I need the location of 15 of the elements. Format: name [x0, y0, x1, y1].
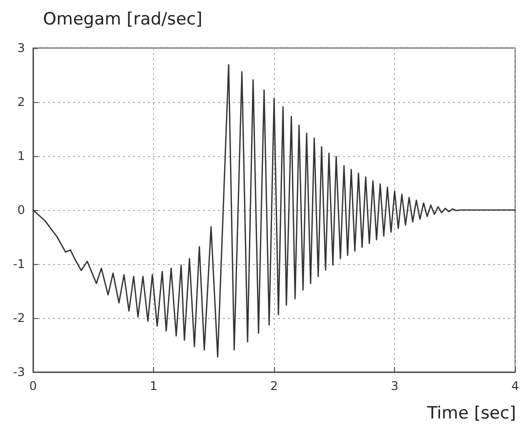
y-tick-label: 3 [17, 41, 25, 55]
y-tick-label: 0 [17, 203, 25, 217]
y-tick-label: -2 [13, 311, 25, 325]
x-tick-label: 4 [511, 379, 520, 393]
y-tick-label: -3 [13, 365, 25, 379]
chart-title: Omegam [rad/sec] [43, 10, 202, 30]
y-tick-label: 1 [17, 149, 25, 163]
x-tick-label: 2 [270, 379, 278, 393]
x-axis-title: Time [sec] [426, 404, 516, 424]
x-tick-label: 1 [150, 379, 158, 393]
x-tick-label: 3 [390, 379, 398, 393]
y-tick-label: -1 [13, 257, 25, 271]
line-series [32, 64, 516, 358]
y-tick-label: 2 [17, 95, 25, 109]
x-tick-label: 0 [29, 379, 37, 393]
